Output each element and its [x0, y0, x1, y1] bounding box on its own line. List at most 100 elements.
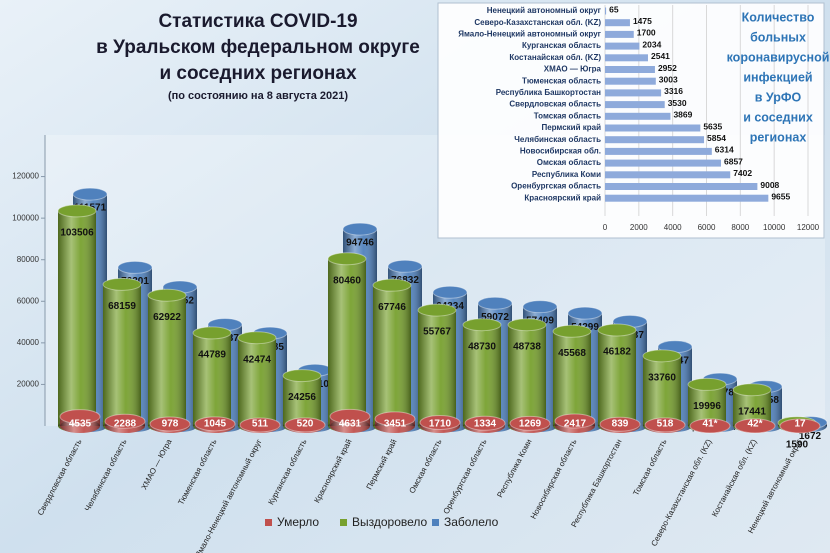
value-label: 518: [657, 419, 674, 430]
cylinder-top: [554, 413, 596, 429]
cylinder-top: [507, 318, 547, 332]
y-tick-label: Костанайская обл. (KZ): [509, 53, 601, 62]
cylinder: [104, 413, 146, 433]
value-label: 76832: [391, 275, 419, 286]
x-tick-label: 6000: [698, 223, 716, 232]
cylinder-top: [464, 415, 506, 431]
value-label: 1672: [799, 431, 822, 442]
value-label: 1700: [637, 28, 656, 38]
cylinder: [237, 331, 277, 432]
cylinder-top: [72, 187, 108, 201]
cylinder: [192, 326, 232, 432]
cylinder-top: [522, 300, 558, 314]
cylinder: [284, 417, 326, 433]
cylinder-shade: [328, 258, 366, 426]
value-label: 2034: [642, 39, 661, 49]
cylinder-top: [147, 288, 187, 302]
y-tick-label: Пермский край: [541, 123, 601, 132]
x-tick-label: 12000: [797, 223, 820, 232]
cylinder-top: [419, 414, 461, 430]
x-tick-label: 4000: [664, 223, 682, 232]
y-tick-label: Челябинская область: [514, 135, 601, 144]
bar: [605, 66, 655, 73]
cylinder: [239, 417, 281, 433]
value-label: 17441: [738, 406, 766, 417]
cylinder: [599, 416, 641, 433]
cylinder: [417, 303, 457, 432]
cylinder-shade: [193, 332, 231, 426]
inset-title: больных: [750, 30, 806, 44]
inset-title: Количество: [742, 10, 815, 24]
value-label: 3869: [673, 110, 692, 120]
cylinder: [644, 417, 686, 433]
bar: [605, 30, 634, 38]
cylinder: [734, 418, 776, 434]
value-label: 68159: [108, 301, 136, 312]
cylinder: [507, 318, 547, 432]
cylinder-shade: [418, 310, 456, 426]
bar: [605, 112, 671, 120]
value-label: 1710: [429, 419, 452, 430]
cylinder-top: [779, 418, 821, 434]
value-label: 59072: [481, 312, 509, 323]
value-label: 42*: [747, 419, 762, 430]
legend-swatch: [265, 519, 272, 526]
value-label: 94746: [346, 238, 374, 249]
cylinder-top: [237, 331, 277, 345]
chart-title: Статистика COVID-19: [158, 11, 357, 32]
value-label: 511: [252, 419, 269, 430]
cylinder: [329, 408, 371, 433]
bar: [605, 101, 665, 109]
cylinder-top: [432, 285, 468, 299]
value-label: 3316: [664, 86, 683, 96]
cylinder-top: [599, 416, 641, 432]
inset-title: в УрФО: [755, 90, 802, 104]
cylinder-top: [552, 324, 592, 338]
bar: [605, 147, 712, 155]
cylinder: [194, 416, 236, 433]
cylinder: [597, 323, 637, 432]
y-tick-label: ХМАО — Югра: [544, 65, 602, 74]
cylinder: [552, 324, 592, 432]
cylinder-shade: [58, 210, 96, 426]
chart-title: и соседних регионах: [159, 63, 356, 84]
value-label: 2288: [114, 419, 137, 430]
cylinder-shade: [283, 375, 321, 426]
cylinder: [147, 288, 187, 432]
y-tick-label: Свердловская область: [509, 100, 601, 109]
bar: [605, 124, 701, 132]
value-label: 839: [612, 419, 629, 430]
cylinder-top: [642, 349, 682, 363]
cylinder-top: [194, 416, 236, 432]
cylinder-top: [567, 306, 603, 320]
cylinder-top: [687, 377, 727, 391]
value-label: 44789: [198, 350, 226, 361]
bar: [605, 19, 630, 27]
value-label: 103506: [60, 227, 94, 238]
cylinder-top: [372, 278, 412, 292]
value-label: 33760: [648, 372, 676, 383]
inset-title: и соседних: [743, 110, 813, 124]
y-tick-label: Новосибирская обл.: [520, 147, 601, 156]
x-tick-label: 0: [603, 223, 608, 232]
bar: [605, 89, 662, 97]
cylinder-top: [59, 409, 101, 425]
cylinder-top: [732, 383, 772, 397]
cylinder-top: [597, 323, 637, 337]
chart-subtitle: (по состоянию на 8 августа 2021): [168, 90, 348, 102]
value-label: 24256: [288, 392, 316, 403]
value-label: 42474: [243, 354, 271, 365]
value-label: 6857: [724, 156, 743, 166]
value-label: 67746: [378, 302, 406, 313]
cylinder-shade: [553, 331, 591, 426]
y-tick-label: 20000: [17, 380, 40, 389]
y-tick-label: Омская область: [537, 158, 601, 167]
value-label: 3530: [668, 98, 687, 108]
x-tick-label: 10000: [763, 223, 786, 232]
cylinder-shade: [103, 284, 141, 426]
cylinder-shade: [463, 324, 501, 426]
value-label: 978: [162, 419, 179, 430]
value-label: 9655: [771, 191, 790, 201]
cylinder-top: [734, 418, 776, 434]
